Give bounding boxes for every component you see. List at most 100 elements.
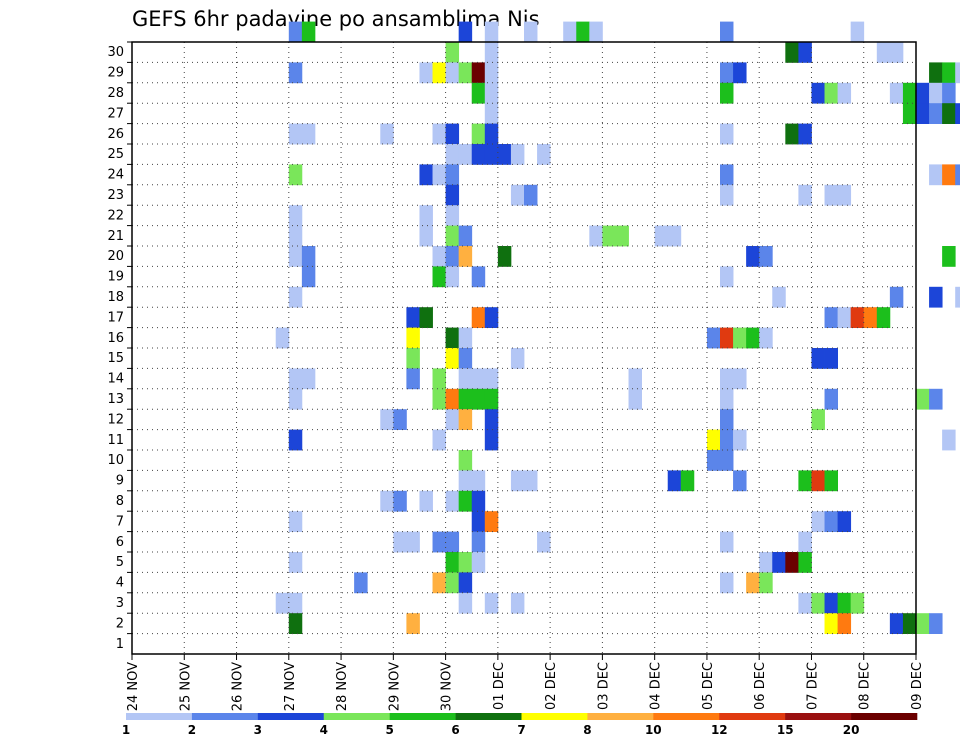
heatmap-cell (798, 470, 812, 492)
heatmap-cell (628, 368, 642, 390)
heatmap-cell (484, 21, 499, 43)
heatmap-cell (301, 246, 316, 267)
colorbar-label: 6 (451, 723, 459, 737)
y-tick-label: 11 (107, 433, 124, 448)
heatmap-cell (484, 144, 499, 165)
heatmap-cell (811, 348, 825, 369)
heatmap-cell (524, 470, 538, 492)
heatmap-cell (589, 21, 603, 43)
heatmap-cell (942, 103, 956, 124)
heatmap-cell (837, 613, 852, 634)
colorbar-label: 12 (711, 723, 728, 737)
x-tick-label: 01 DEC (492, 662, 507, 710)
heatmap-cell (824, 511, 838, 532)
colorbar-label: 3 (254, 723, 262, 737)
heatmap-cell (824, 348, 838, 369)
colorbar-label: 4 (320, 723, 328, 737)
chart-title: GEFS 6hr padavine po ansamblima Nis (132, 7, 540, 31)
heatmap-cell (445, 348, 460, 369)
y-tick-label: 9 (116, 474, 124, 489)
heatmap-cell (301, 266, 316, 288)
heatmap-cell (458, 348, 473, 369)
heatmap-cell (471, 144, 486, 165)
colorbar-swatch (126, 713, 193, 720)
heatmap-cell (733, 368, 747, 390)
heatmap-cell (406, 327, 420, 349)
heatmap-cell (837, 184, 852, 206)
heatmap-cell (445, 62, 460, 84)
colorbar-swatch (191, 713, 259, 720)
y-tick-label: 21 (107, 229, 124, 244)
heatmap-cell (432, 572, 446, 594)
y-tick-label: 24 (107, 168, 124, 183)
heatmap-cells (275, 21, 960, 634)
heatmap-cell (445, 246, 460, 267)
heatmap-cell (510, 184, 525, 206)
heatmap-cell (354, 572, 368, 594)
colorbar-label: 20 (843, 723, 860, 737)
heatmap-cell (824, 592, 838, 614)
heatmap-cell (471, 368, 486, 390)
heatmap-cell (510, 592, 525, 614)
heatmap-cell (850, 21, 865, 43)
heatmap-cell (432, 123, 446, 145)
y-tick-label: 6 (116, 535, 124, 550)
heatmap-cell (720, 184, 734, 206)
heatmap-cell (484, 409, 499, 430)
heatmap-cell (720, 368, 734, 390)
heatmap-cell (484, 388, 499, 410)
heatmap-cell (484, 511, 499, 532)
heatmap-cell (458, 62, 473, 84)
heatmap-cell (484, 123, 499, 145)
heatmap-cell (850, 592, 865, 614)
heatmap-cell (458, 450, 473, 471)
heatmap-cell (445, 531, 460, 553)
heatmap-cell (484, 42, 499, 63)
heatmap-cell (288, 205, 303, 226)
heatmap-cell (445, 490, 460, 512)
heatmap-cell (406, 531, 420, 553)
heatmap-cell (510, 144, 525, 165)
heatmap-cell (288, 552, 303, 573)
heatmap-cell (942, 164, 956, 186)
heatmap-cell (393, 490, 407, 512)
heatmap-cell (798, 123, 812, 145)
x-tick-label: 02 DEC (544, 662, 559, 710)
heatmap-cell (432, 388, 446, 410)
x-tick-label: 08 DEC (858, 662, 873, 710)
heatmap-cell (576, 21, 590, 43)
heatmap-cell (288, 123, 303, 145)
heatmap-cell (484, 82, 499, 104)
heatmap-cell (445, 388, 460, 410)
heatmap-cell (720, 327, 734, 349)
heatmap-cell (445, 42, 460, 63)
heatmap-cell (497, 144, 512, 165)
heatmap-cell (380, 490, 394, 512)
heatmap-cell (419, 62, 433, 84)
heatmap-cell (824, 307, 838, 328)
heatmap-cell (432, 266, 446, 288)
heatmap-cell (889, 42, 904, 63)
heatmap-cell (458, 388, 473, 410)
colorbar: 1 2 3 4 5 6 7 8 10 12 15 20 (122, 713, 918, 737)
heatmap-cell (720, 450, 734, 471)
y-tick-label: 13 (107, 392, 124, 407)
x-tick-label: 26 NOV (231, 662, 246, 711)
heatmap-cell (824, 613, 838, 634)
heatmap-cell (798, 42, 812, 63)
heatmap-cell (484, 368, 499, 390)
y-axis: 1234567891011121314151617181920212223242… (107, 41, 132, 652)
heatmap-cell (471, 123, 486, 145)
heatmap-cell (759, 572, 773, 594)
heatmap-cell (432, 531, 446, 553)
heatmap-cell (406, 348, 420, 369)
x-tick-label: 03 DEC (596, 662, 611, 710)
heatmap-cell (746, 327, 760, 349)
heatmap-cell (497, 246, 512, 267)
heatmap-cell (419, 205, 433, 226)
heatmap-cell (720, 266, 734, 288)
heatmap-cell (288, 368, 303, 390)
heatmap-cell (929, 62, 943, 84)
colorbar-swatch (719, 713, 786, 720)
heatmap-cell (720, 82, 734, 104)
